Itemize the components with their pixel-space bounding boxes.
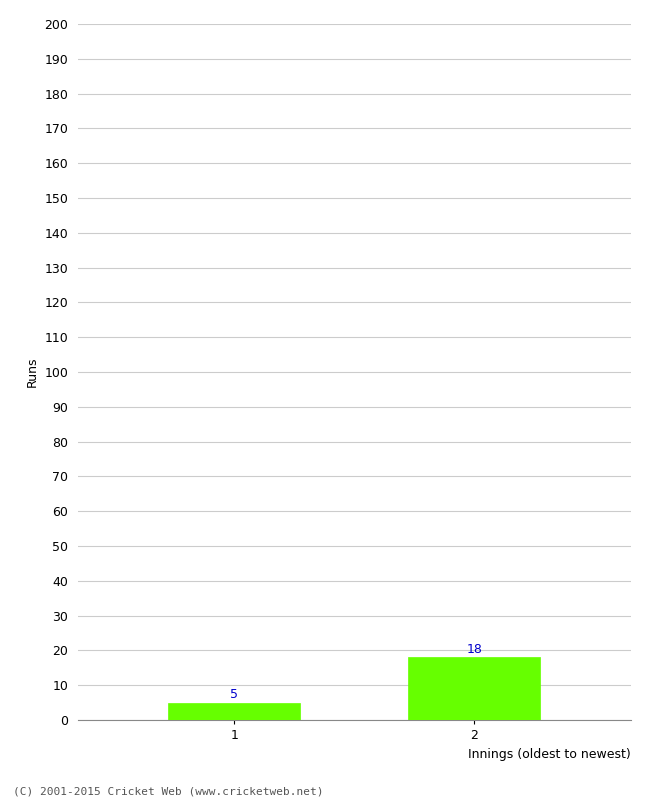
X-axis label: Innings (oldest to newest): Innings (oldest to newest) bbox=[468, 747, 630, 761]
Text: 5: 5 bbox=[230, 688, 238, 701]
Bar bbox=[408, 658, 540, 720]
Text: (C) 2001-2015 Cricket Web (www.cricketweb.net): (C) 2001-2015 Cricket Web (www.cricketwe… bbox=[13, 786, 324, 796]
Bar bbox=[168, 702, 300, 720]
Y-axis label: Runs: Runs bbox=[26, 357, 39, 387]
Text: 18: 18 bbox=[467, 642, 482, 656]
